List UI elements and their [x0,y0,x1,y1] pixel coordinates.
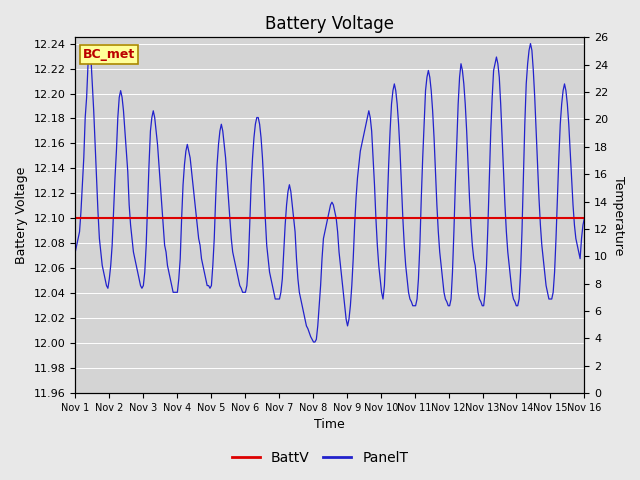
Legend: BattV, PanelT: BattV, PanelT [226,445,414,471]
Y-axis label: Battery Voltage: Battery Voltage [15,167,28,264]
Text: BC_met: BC_met [83,48,135,61]
Y-axis label: Temperature: Temperature [612,176,625,255]
X-axis label: Time: Time [314,419,345,432]
Title: Battery Voltage: Battery Voltage [266,15,394,33]
